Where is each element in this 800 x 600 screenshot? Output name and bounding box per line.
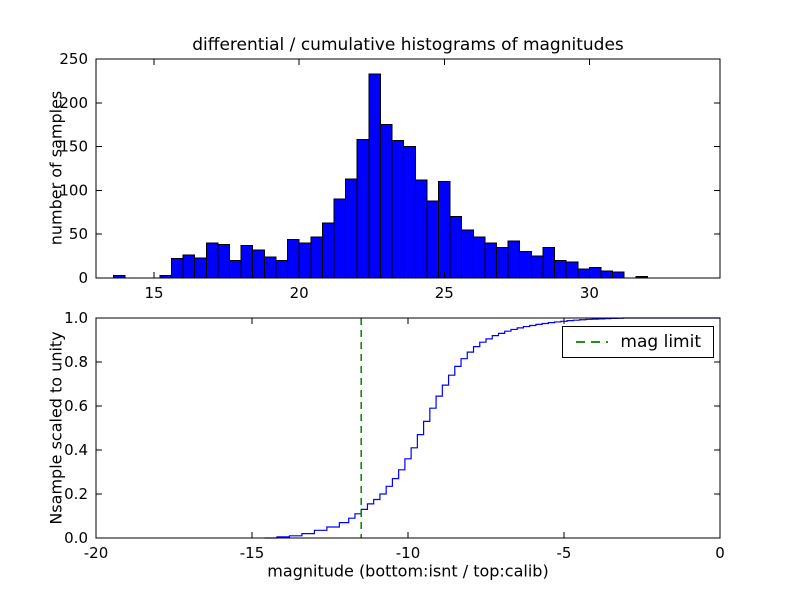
histogram-bar	[217, 244, 231, 279]
histogram-bar	[321, 222, 335, 279]
histogram-bar	[577, 268, 590, 279]
histogram-bar	[403, 146, 416, 279]
histogram-bar	[612, 271, 625, 279]
histogram-bar	[542, 246, 556, 279]
x-tick-label: -15	[240, 544, 265, 562]
histogram-axes: 15 20 25 30 0 50 100 150 200 250	[59, 50, 721, 302]
histogram-bar	[449, 216, 463, 279]
histogram-bar	[391, 139, 405, 279]
histogram-bar	[507, 240, 521, 279]
cumulative-axes: -20 -15 -10 -5 0 0.0 0.2 0.4 0.6 0.8 1.0	[64, 309, 725, 562]
bottom-y-axis-label: Nsample scaled to unity	[46, 331, 66, 525]
histogram-bar	[287, 238, 300, 279]
y-tick-label: 0.4	[64, 441, 88, 459]
x-tick-label: 15	[144, 284, 163, 302]
histogram-bar	[205, 242, 219, 279]
y-tick-label: 0.2	[64, 485, 88, 503]
x-axis-label: magnitude (bottom:isnt / top:calib)	[267, 561, 549, 581]
histogram-bar	[600, 270, 614, 279]
x-tick-label: 20	[290, 284, 309, 302]
y-tick-label: 150	[59, 138, 88, 156]
histogram-bar	[333, 198, 347, 279]
y-tick-label: 200	[59, 94, 88, 112]
legend: mag limit	[562, 326, 714, 358]
legend-label: mag limit	[620, 332, 701, 352]
figure-title: differential / cumulative histograms of …	[192, 35, 624, 55]
histogram-bar	[252, 249, 265, 279]
histogram-bar	[530, 255, 544, 279]
x-tick-label: 30	[580, 284, 599, 302]
x-tick-label: 0	[715, 544, 725, 562]
y-tick-label: 0.0	[64, 529, 88, 547]
histogram-bar	[519, 251, 532, 279]
histogram-bar	[368, 73, 381, 279]
x-tick-label: -5	[557, 544, 572, 562]
histogram-bar	[240, 245, 254, 279]
y-tick-label: 0.8	[64, 353, 88, 371]
histogram-bar	[379, 124, 393, 279]
x-tick-label: -20	[84, 544, 109, 562]
histogram-bar	[484, 242, 498, 279]
top-y-axis-label: number of samples	[46, 90, 66, 246]
histogram-bar	[565, 261, 579, 279]
y-tick-label: 0.6	[64, 397, 88, 415]
y-tick-label: 100	[59, 181, 88, 199]
histogram-bar	[414, 179, 428, 279]
histogram-bar	[170, 258, 184, 279]
histogram-bar	[263, 256, 277, 279]
histogram-bar	[554, 259, 567, 279]
y-tick-label: 250	[59, 50, 88, 68]
axes-spines	[95, 58, 721, 279]
histogram-bar	[229, 259, 242, 279]
histogram-bar	[472, 236, 486, 279]
y-tick-label: 1.0	[64, 309, 88, 327]
histogram-bar	[426, 200, 439, 279]
histogram-bar	[356, 139, 370, 279]
histogram-bar	[194, 257, 207, 279]
histogram-bar	[298, 242, 312, 279]
y-tick-label: 50	[69, 225, 88, 243]
histogram-bar	[437, 181, 451, 279]
histogram-bar	[588, 266, 602, 279]
x-tick-label: 25	[435, 284, 454, 302]
y-tick-label: 0	[78, 269, 88, 287]
histogram-bar	[275, 259, 289, 279]
histogram-bar	[345, 178, 358, 279]
x-tick-label: -10	[396, 544, 421, 562]
histogram-bar	[310, 236, 323, 279]
histogram-bar	[496, 246, 509, 279]
histogram-bar	[182, 254, 196, 279]
legend-dashed-line-icon	[576, 341, 609, 343]
histogram-bar	[461, 229, 474, 279]
